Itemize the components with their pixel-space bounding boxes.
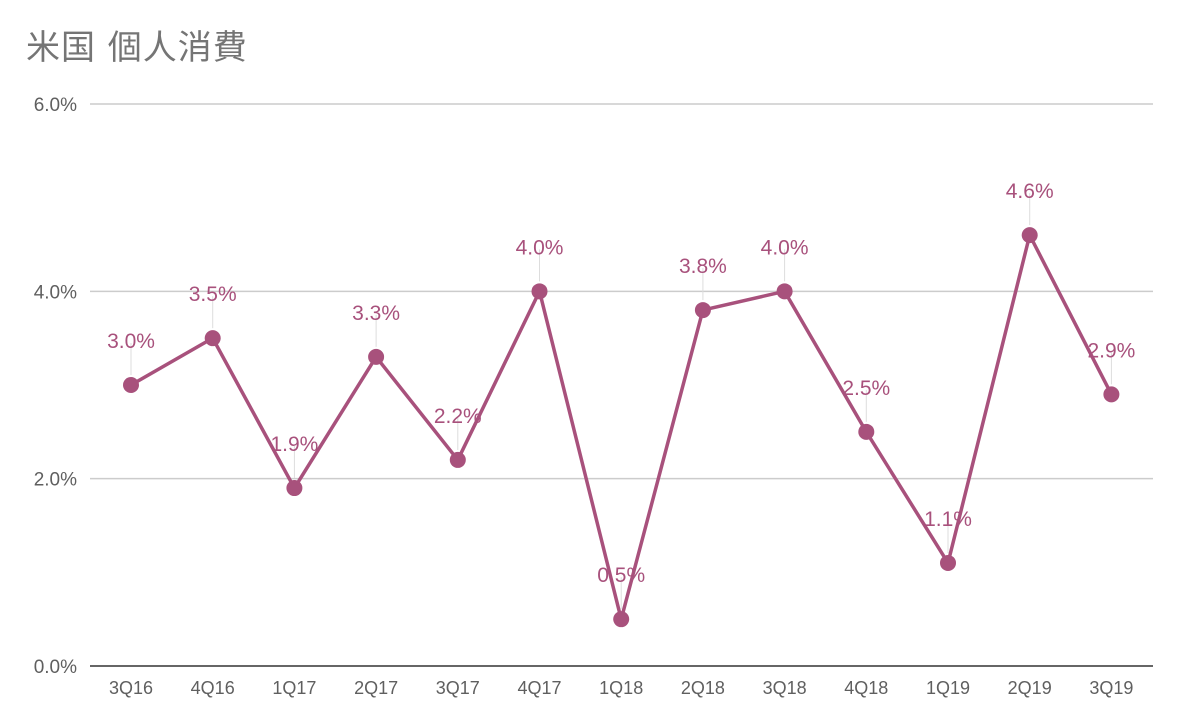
x-tick-label: 2Q18: [681, 678, 725, 698]
x-tick-label: 1Q17: [272, 678, 316, 698]
data-point: [1021, 227, 1038, 244]
data-point: [776, 283, 793, 300]
data-label: 4.6%: [1006, 180, 1054, 203]
x-tick-label: 1Q18: [599, 678, 643, 698]
x-tick-label: 2Q19: [1008, 678, 1052, 698]
x-tick-label: 3Q18: [763, 678, 807, 698]
data-point: [613, 611, 630, 628]
chart-title: 米国 個人消費: [26, 28, 248, 68]
data-label: 0.5%: [597, 564, 645, 587]
data-point: [368, 348, 385, 365]
data-label: 2.2%: [434, 405, 482, 428]
x-tick-label: 4Q17: [517, 678, 561, 698]
data-point: [204, 330, 221, 347]
data-point: [286, 480, 303, 497]
series-line: [130, 233, 1113, 621]
data-label: 2.5%: [842, 377, 890, 400]
data-label: 3.3%: [352, 302, 400, 325]
data-point: [1103, 386, 1120, 403]
data-point: [531, 283, 548, 300]
x-tick-label: 3Q16: [109, 678, 153, 698]
x-tick-label: 3Q19: [1089, 678, 1133, 698]
data-label: 1.9%: [270, 433, 318, 456]
x-tick-label: 4Q16: [191, 678, 235, 698]
data-label: 1.1%: [924, 508, 972, 531]
y-tick-label: 6.0%: [34, 95, 77, 116]
data-label: 3.0%: [107, 330, 155, 353]
y-tick-label: 2.0%: [34, 470, 77, 491]
data-point: [694, 302, 711, 319]
data-label: 3.8%: [679, 255, 727, 278]
data-point: [940, 554, 956, 571]
data-point: [449, 451, 466, 468]
data-label: 4.0%: [761, 236, 809, 259]
data-point: [123, 377, 139, 393]
x-tick-label: 2Q17: [354, 678, 398, 698]
data-label: 3.5%: [189, 283, 237, 306]
x-tick-label: 3Q17: [436, 678, 480, 698]
y-tick-label: 0.0%: [34, 657, 77, 678]
data-label: 2.9%: [1087, 339, 1135, 362]
x-tick-label: 4Q18: [844, 678, 888, 698]
x-tick-label: 1Q19: [926, 678, 970, 698]
y-tick-label: 4.0%: [34, 282, 77, 303]
data-label: 4.0%: [516, 236, 564, 259]
data-point: [858, 423, 875, 440]
